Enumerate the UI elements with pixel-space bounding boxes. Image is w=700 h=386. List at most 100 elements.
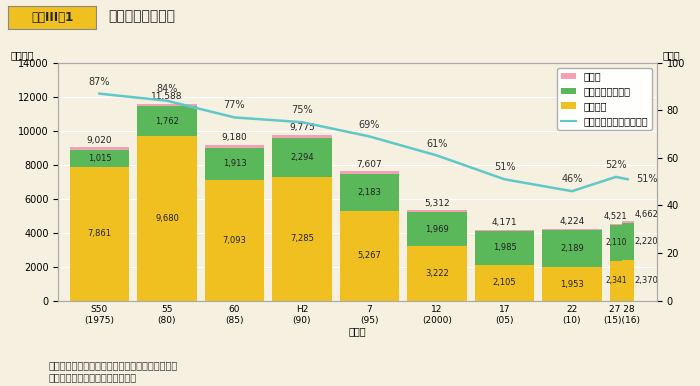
Bar [161, 136, 173, 301]
Bar [475, 231, 486, 265]
Bar [542, 230, 554, 267]
Text: 52%: 52% [605, 160, 626, 170]
Bar [70, 167, 82, 301]
Bar [431, 246, 443, 301]
Text: 9,775: 9,775 [289, 123, 315, 132]
Text: 3,222: 3,222 [425, 269, 449, 278]
Text: 9,180: 9,180 [222, 133, 247, 142]
Bar [205, 145, 217, 147]
Bar [419, 210, 431, 212]
Bar [185, 106, 197, 136]
Text: 7,093: 7,093 [223, 236, 246, 245]
Text: 資料III－1: 資料III－1 [31, 11, 74, 24]
Bar [94, 167, 106, 301]
Text: 2,189: 2,189 [560, 244, 584, 253]
Bar [522, 265, 534, 301]
Text: 4,171: 4,171 [491, 218, 517, 227]
Bar [173, 104, 185, 106]
Text: 9,680: 9,680 [155, 214, 179, 223]
Bar [205, 180, 217, 301]
Text: 2,183: 2,183 [358, 188, 382, 197]
Bar [173, 136, 185, 301]
Bar [149, 106, 161, 136]
Bar [252, 147, 264, 180]
Bar [173, 106, 185, 136]
Bar [340, 211, 351, 301]
Bar [578, 267, 589, 301]
Bar [296, 138, 308, 177]
Bar [375, 211, 387, 301]
Bar [542, 267, 554, 301]
Text: 75%: 75% [291, 105, 313, 115]
Bar [137, 136, 149, 301]
Bar [407, 212, 419, 246]
Text: 2,220: 2,220 [635, 237, 659, 246]
Bar [137, 106, 149, 136]
Bar [272, 134, 284, 138]
Bar [229, 147, 240, 180]
Bar [117, 150, 129, 167]
Bar [149, 136, 161, 301]
Text: 5,312: 5,312 [424, 199, 450, 208]
Bar [240, 180, 252, 301]
Bar [375, 171, 387, 174]
Bar [419, 212, 431, 246]
Bar [272, 177, 284, 301]
Bar [622, 222, 634, 223]
Bar [510, 265, 522, 301]
Bar [340, 171, 351, 174]
Bar [272, 138, 284, 177]
Bar [475, 265, 486, 301]
Text: 2,294: 2,294 [290, 153, 314, 162]
Bar [554, 229, 566, 230]
Bar [486, 265, 498, 301]
Bar [443, 246, 455, 301]
Bar [589, 230, 601, 267]
Bar [217, 180, 229, 301]
Text: 4,224: 4,224 [559, 217, 584, 226]
Bar [252, 180, 264, 301]
Bar [284, 138, 296, 177]
Text: 61%: 61% [426, 139, 448, 149]
Text: 2,110: 2,110 [605, 239, 626, 247]
Bar [610, 261, 622, 301]
Bar [486, 230, 498, 231]
Bar [554, 267, 566, 301]
Text: 1,762: 1,762 [155, 117, 179, 126]
Bar [375, 174, 387, 211]
Text: 注：「その他」は、薪炭生産、林野副産物採取。: 注：「その他」は、薪炭生産、林野副産物採取。 [49, 361, 178, 371]
Text: 69%: 69% [359, 120, 380, 130]
Text: 9,020: 9,020 [87, 136, 112, 145]
Bar [542, 229, 554, 230]
Bar [578, 229, 589, 230]
Bar [185, 104, 197, 106]
Bar [387, 174, 399, 211]
Text: 84%: 84% [156, 84, 178, 94]
Text: 77%: 77% [224, 100, 245, 110]
Bar [589, 229, 601, 230]
Bar [308, 138, 320, 177]
Bar [240, 145, 252, 147]
Bar [578, 230, 589, 267]
Text: 11,588: 11,588 [151, 92, 183, 101]
Bar [340, 174, 351, 211]
Bar [387, 171, 399, 174]
Bar [431, 210, 443, 212]
Bar [522, 230, 534, 231]
Bar [284, 177, 296, 301]
Text: 87%: 87% [89, 77, 110, 87]
Bar [554, 230, 566, 267]
Bar [106, 167, 117, 301]
Bar [296, 177, 308, 301]
Bar [106, 150, 117, 167]
Bar [117, 167, 129, 301]
Bar [351, 174, 363, 211]
Bar [443, 210, 455, 212]
Text: 7,285: 7,285 [290, 234, 314, 243]
Bar [455, 210, 467, 212]
Bar [363, 211, 375, 301]
Bar [149, 104, 161, 106]
Bar [510, 231, 522, 265]
Text: 1,985: 1,985 [493, 244, 517, 252]
Bar [407, 210, 419, 212]
